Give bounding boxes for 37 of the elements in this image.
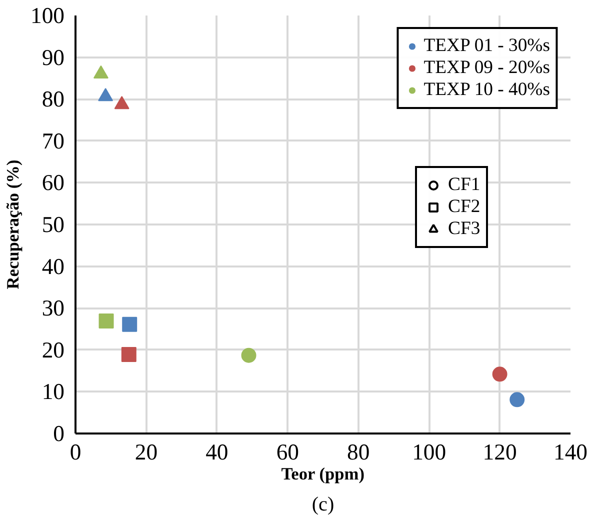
x-tick-label: 20 [134,440,158,464]
x-tick-label: 40 [206,440,228,464]
x-tick-label: 80 [347,440,370,464]
point [492,366,508,382]
y-tick-label: 40 [42,254,64,279]
point [114,96,130,110]
legend-label: TEXP 10 - 40%s [424,79,550,101]
y-tick-label: 30 [42,296,64,321]
legend-label: CF2 [448,196,480,218]
y-tick-label: 90 [42,44,64,70]
y-axis-title: Recuperação (%) [4,160,23,290]
x-tick-label: 120 [482,440,517,464]
legend-label: CF1 [448,174,480,196]
y-tick-label: 100 [30,3,64,28]
y-tick-label: 10 [42,379,64,404]
legend-label: CF3 [448,218,480,240]
x-axis-title: Teor (ppm) [281,464,365,484]
y-tick-label: 70 [42,128,64,154]
point [98,88,114,102]
y-tick-label: 60 [42,170,64,196]
point [510,392,525,408]
x-tick-label: 0 [70,440,82,464]
point [122,316,138,332]
legend-label: TEXP 01 - 30%s [424,35,550,57]
x-tick-label: 100 [412,440,446,464]
point [241,348,256,363]
legend-label: TEXP 09 - 20%s [424,57,550,79]
x-tick-label: 60 [276,440,299,464]
y-tick-label: 50 [42,212,64,237]
y-tick-label: 0 [53,421,64,446]
point [93,65,108,79]
text: (c) [312,494,334,516]
y-tick-label: 20 [42,337,64,362]
y-tick-label: 80 [42,86,64,112]
point [121,347,136,362]
point [98,314,114,329]
x-tick-label: 140 [554,440,588,464]
